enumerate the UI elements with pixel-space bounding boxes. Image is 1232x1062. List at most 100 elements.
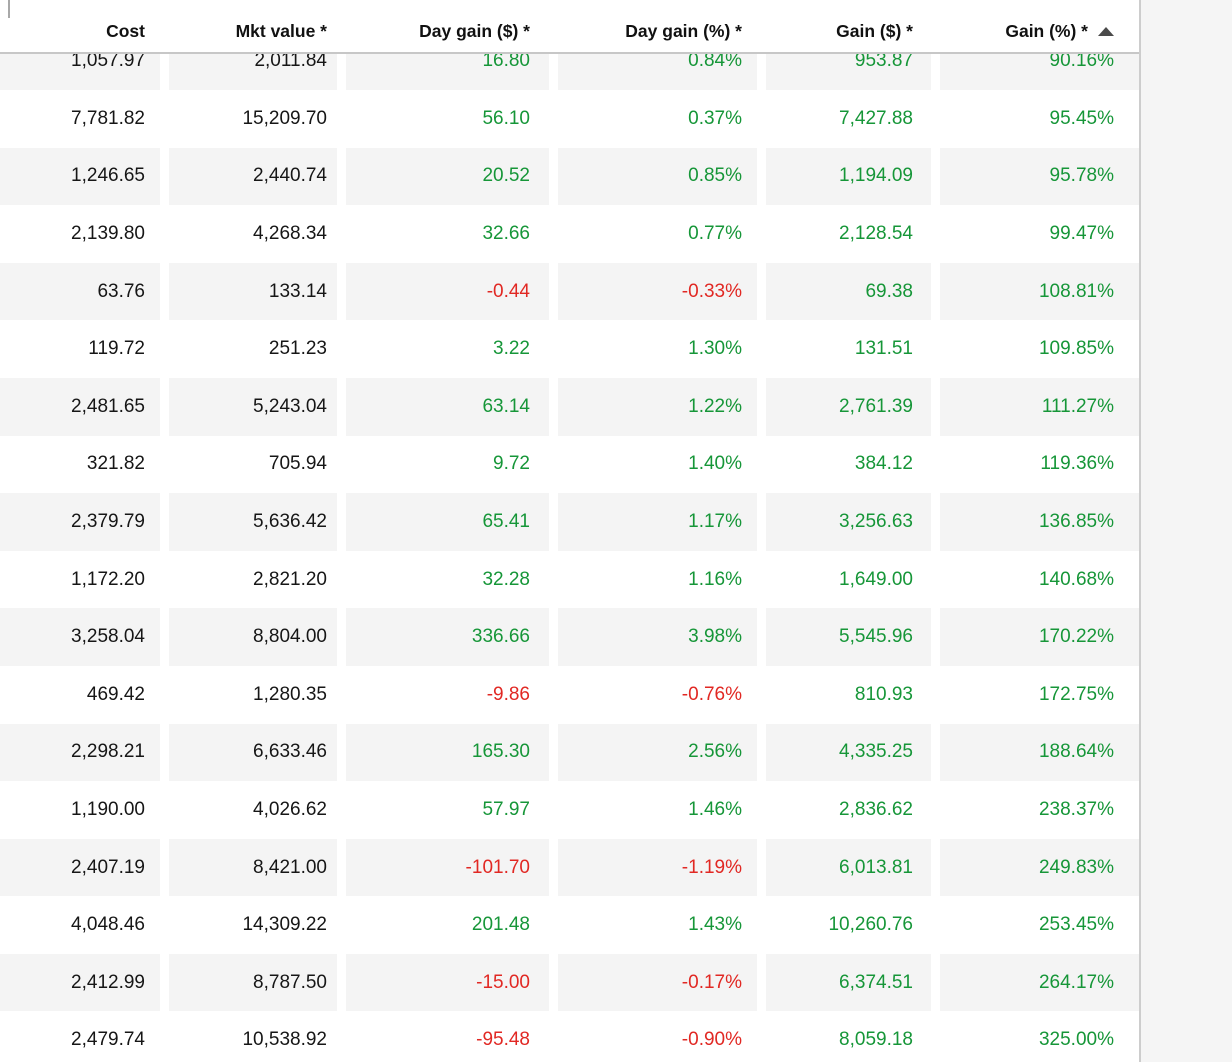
cell-day_gain_usd: 336.66 bbox=[346, 608, 549, 666]
cell-day_gain_pct: 3.98% bbox=[558, 608, 757, 666]
table-body: 1,057.97 2,011.84 16.80 0.84% 953.87 90.… bbox=[0, 32, 1141, 1062]
cell-cost: 2,139.80 bbox=[71, 222, 145, 244]
cell-gain_usd: 1,649.00 bbox=[839, 568, 913, 590]
cell-gain_usd: 810.93 bbox=[854, 683, 913, 705]
cell-gain_pct: 170.22% bbox=[940, 608, 1141, 666]
table-row[interactable]: 469.42 1,280.35 -9.86 -0.76% 810.93 172.… bbox=[0, 666, 1141, 724]
cell-mkt_value: 10,538.92 bbox=[242, 1029, 327, 1051]
table-row[interactable]: 1,190.00 4,026.62 57.97 1.46% 2,836.62 2… bbox=[0, 781, 1141, 839]
cell-cost: 119.72 bbox=[88, 338, 145, 360]
cell-day_gain_pct: -0.33% bbox=[558, 262, 757, 321]
table-row[interactable]: 119.72 251.23 3.22 1.30% 131.51 109.85% bbox=[0, 320, 1141, 378]
column-header-gain-pct[interactable]: Gain (%) * bbox=[940, 10, 1141, 52]
cell-gain_pct: 264.17% bbox=[940, 953, 1141, 1012]
cell-day_gain_pct: 0.85% bbox=[558, 147, 757, 206]
cell-day_gain_usd: -0.44 bbox=[346, 262, 549, 321]
cell-gain_usd: 2,836.62 bbox=[839, 798, 913, 820]
table-row[interactable]: 7,781.82 15,209.70 56.10 0.37% 7,427.88 … bbox=[0, 90, 1141, 148]
cell-cost: 2,379.79 bbox=[0, 493, 160, 551]
cell-gain_pct: 95.45% bbox=[1049, 107, 1114, 129]
table-row[interactable]: 321.82 705.94 9.72 1.40% 384.12 119.36% bbox=[0, 436, 1141, 494]
cell-mkt_value: 4,268.34 bbox=[253, 222, 327, 244]
table-row[interactable]: 63.76 133.14 -0.44 -0.33% 69.38 108.81% bbox=[0, 262, 1141, 321]
table-row[interactable]: 1,246.65 2,440.74 20.52 0.85% 1,194.09 9… bbox=[0, 147, 1141, 206]
cell-day_gain_pct: 0.77% bbox=[688, 222, 742, 244]
cell-day_gain_usd: 20.52 bbox=[346, 147, 549, 206]
column-header-cost[interactable]: Cost bbox=[0, 10, 160, 52]
cell-day_gain_usd: 57.97 bbox=[482, 798, 530, 820]
cell-day_gain_pct: 1.16% bbox=[688, 568, 742, 590]
table-row[interactable]: 1,172.20 2,821.20 32.28 1.16% 1,649.00 1… bbox=[0, 551, 1141, 609]
cell-cost: 2,481.65 bbox=[0, 377, 160, 436]
cell-gain_pct: 172.75% bbox=[1038, 683, 1114, 705]
cell-day_gain_usd: 65.41 bbox=[346, 493, 549, 551]
cell-gain_usd: 69.38 bbox=[766, 262, 931, 321]
table-row[interactable]: 2,412.99 8,787.50 -15.00 -0.17% 6,374.51… bbox=[0, 953, 1141, 1012]
cell-mkt_value: 15,209.70 bbox=[242, 107, 327, 129]
cell-cost: 4,048.46 bbox=[71, 914, 145, 936]
table-row[interactable]: 2,139.80 4,268.34 32.66 0.77% 2,128.54 9… bbox=[0, 205, 1141, 263]
cell-day_gain_pct: 1.43% bbox=[688, 914, 742, 936]
cell-day_gain_pct: -1.19% bbox=[558, 838, 757, 897]
cell-mkt_value: 1,280.35 bbox=[253, 683, 327, 705]
table-row[interactable]: 2,479.74 10,538.92 -95.48 -0.90% 8,059.1… bbox=[0, 1011, 1141, 1062]
cell-cost: 2,412.99 bbox=[0, 953, 160, 1012]
cell-day_gain_usd: 165.30 bbox=[346, 723, 549, 782]
cell-day_gain_pct: 1.22% bbox=[558, 377, 757, 436]
cell-day_gain_usd: 56.10 bbox=[482, 107, 530, 129]
cell-gain_usd: 6,374.51 bbox=[766, 953, 931, 1012]
cell-gain_usd: 1,194.09 bbox=[766, 147, 931, 206]
cell-cost: 1,190.00 bbox=[71, 798, 145, 820]
cell-cost: 1,172.20 bbox=[71, 568, 145, 590]
cell-day_gain_usd: -15.00 bbox=[346, 953, 549, 1012]
cell-day_gain_pct: 1.30% bbox=[688, 338, 742, 360]
column-header-gain-usd[interactable]: Gain ($) * bbox=[766, 10, 931, 52]
cell-mkt_value: 4,026.62 bbox=[253, 798, 327, 820]
cell-cost: 63.76 bbox=[0, 262, 160, 321]
table-row[interactable]: 4,048.46 14,309.22 201.48 1.43% 10,260.7… bbox=[0, 896, 1141, 954]
cell-mkt_value: 251.23 bbox=[268, 338, 327, 360]
table-row[interactable]: 3,258.04 8,804.00 336.66 3.98% 5,545.96 … bbox=[0, 608, 1141, 666]
cell-day_gain_usd: 9.72 bbox=[493, 453, 530, 475]
cell-mkt_value: 2,440.74 bbox=[169, 147, 337, 206]
cell-day_gain_pct: 2.56% bbox=[558, 723, 757, 782]
cell-cost: 469.42 bbox=[86, 683, 145, 705]
cell-gain_pct: 108.81% bbox=[940, 262, 1141, 321]
sort-ascending-icon bbox=[1098, 26, 1114, 36]
cell-cost: 1,246.65 bbox=[0, 147, 160, 206]
column-header-day-gain-usd[interactable]: Day gain ($) * bbox=[346, 10, 549, 52]
cell-gain_pct: 109.85% bbox=[1038, 338, 1114, 360]
cell-gain_pct: 95.78% bbox=[940, 147, 1141, 206]
cell-day_gain_usd: 63.14 bbox=[346, 377, 549, 436]
cell-gain_pct: 253.45% bbox=[1038, 914, 1114, 936]
cell-day_gain_pct: 1.40% bbox=[688, 453, 742, 475]
cell-day_gain_usd: 32.66 bbox=[482, 222, 530, 244]
cell-gain_pct: 188.64% bbox=[940, 723, 1141, 782]
cell-day_gain_usd: -9.86 bbox=[486, 683, 530, 705]
cell-day_gain_pct: 0.37% bbox=[688, 107, 742, 129]
cell-gain_usd: 2,761.39 bbox=[766, 377, 931, 436]
cell-gain_pct: 249.83% bbox=[940, 838, 1141, 897]
cell-mkt_value: 5,636.42 bbox=[169, 493, 337, 551]
table-row[interactable]: 2,298.21 6,633.46 165.30 2.56% 4,335.25 … bbox=[0, 723, 1141, 782]
cell-gain_usd: 131.51 bbox=[854, 338, 913, 360]
cell-cost: 7,781.82 bbox=[71, 107, 145, 129]
cell-gain_pct: 99.47% bbox=[1049, 222, 1114, 244]
column-header-mkt-value[interactable]: Mkt value * bbox=[169, 10, 337, 52]
table-row[interactable]: 2,379.79 5,636.42 65.41 1.17% 3,256.63 1… bbox=[0, 493, 1141, 551]
cell-mkt_value: 6,633.46 bbox=[169, 723, 337, 782]
cell-mkt_value: 8,421.00 bbox=[169, 838, 337, 897]
cell-day_gain_usd: 32.28 bbox=[482, 568, 530, 590]
column-header-day-gain-pct[interactable]: Day gain (%) * bbox=[558, 10, 757, 52]
cell-cost: 321.82 bbox=[86, 453, 145, 475]
cell-gain_usd: 7,427.88 bbox=[839, 107, 913, 129]
table-row[interactable]: 2,481.65 5,243.04 63.14 1.22% 2,761.39 1… bbox=[0, 377, 1141, 436]
cell-day_gain_usd: 201.48 bbox=[471, 914, 530, 936]
table-row[interactable]: 2,407.19 8,421.00 -101.70 -1.19% 6,013.8… bbox=[0, 838, 1141, 897]
scrolled-content-edge bbox=[8, 0, 10, 18]
cell-gain_usd: 4,335.25 bbox=[766, 723, 931, 782]
cell-gain_pct: 238.37% bbox=[1038, 798, 1114, 820]
cell-mkt_value: 2,821.20 bbox=[253, 568, 327, 590]
cell-mkt_value: 705.94 bbox=[268, 453, 327, 475]
